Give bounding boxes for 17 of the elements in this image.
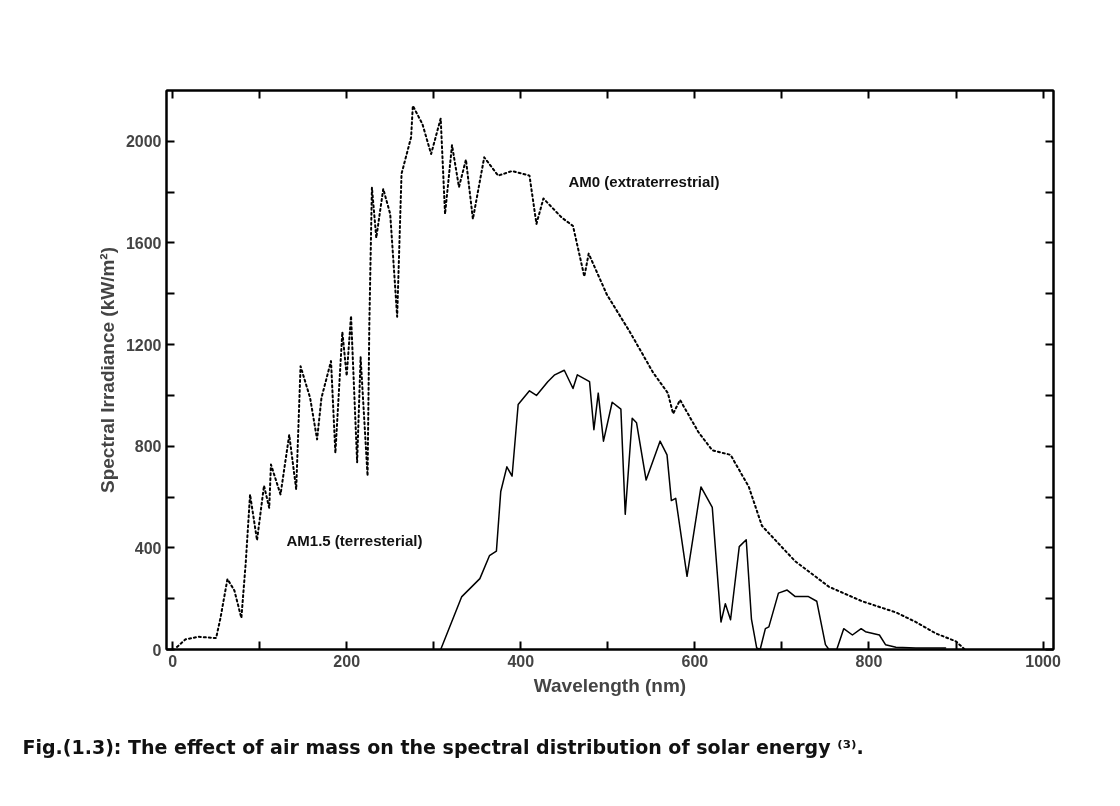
x-tick-label: 200 (333, 652, 361, 670)
y-tick-label: 2000 (125, 133, 162, 151)
y-tick-label: 0 (152, 641, 162, 659)
x-tick-label: 600 (681, 652, 709, 670)
annotation: AM0 (extraterrestrial) (568, 173, 720, 190)
y-axis-title: Spectral Irradiance (kW/m²) (96, 246, 118, 494)
y-tick-label: 400 (134, 539, 162, 557)
y-tick-label: 1600 (125, 234, 162, 252)
x-tick-label: 800 (855, 652, 883, 670)
annotation: AM1.5 (terresterial) (286, 532, 423, 549)
y-tick-label: 1200 (125, 336, 162, 354)
y-tick-label: 800 (134, 438, 162, 456)
x-tick-label: 400 (507, 652, 535, 670)
x-tick-label: 0 (168, 652, 178, 670)
x-tick-label: 1000 (1025, 652, 1061, 670)
x-axis-title: Wavelength (nm) (533, 674, 687, 696)
text: Fig.(1.3): The effect of air mass on the spectral distribution of solar energy ⁽³⁾. (22, 735, 864, 758)
